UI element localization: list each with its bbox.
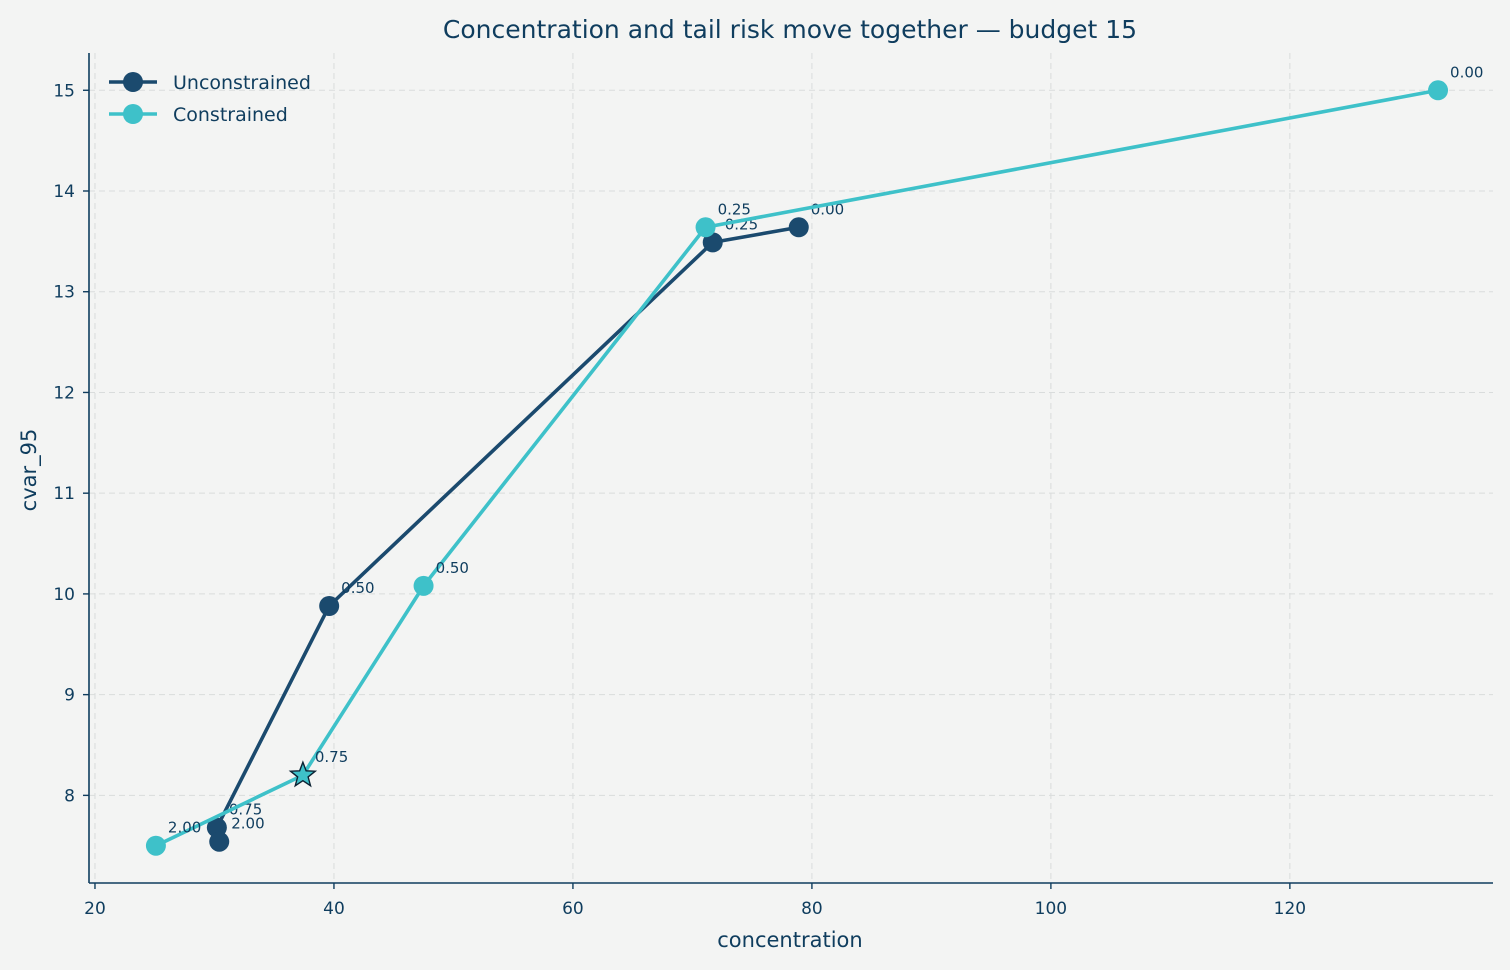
legend-entry-label: Constrained [173, 104, 288, 126]
data-label: 0.50 [341, 579, 374, 597]
x-tick-label: 60 [562, 899, 584, 919]
y-tick-label: 14 [53, 182, 75, 202]
data-label: 2.00 [168, 819, 201, 837]
series-layer: 0.00 0.25 0.50 0.75 2.000.00 0.25 0.50 0.75 2.00 [145, 63, 1483, 856]
x-tick-label: 100 [1035, 899, 1067, 919]
legend-entry-label: Unconstrained [173, 72, 311, 94]
y-tick-label: 10 [53, 585, 75, 605]
grid-layer [89, 53, 1493, 883]
data-point[interactable] [319, 595, 340, 616]
ticks-layer: 20 40 60 80 100 120 8 9 10 11 12 13 14 15 [53, 81, 1306, 919]
y-tick-label: 12 [53, 383, 75, 403]
legend-swatch-marker [123, 104, 143, 124]
data-label: 0.75 [315, 748, 348, 766]
legend-swatch-marker [123, 72, 143, 92]
data-label: 0.50 [436, 559, 469, 577]
x-tick-label: 20 [84, 899, 106, 919]
axes-layer [88, 53, 1493, 884]
y-tick-label: 11 [53, 484, 75, 504]
data-point[interactable] [702, 232, 723, 253]
legend[interactable]: Unconstrained Constrained [109, 72, 311, 126]
x-axis-label: concentration [717, 928, 862, 952]
series-unconstrained: 0.000.250.500.752.00 [206, 200, 844, 852]
series-line-unconstrained [215, 225, 800, 843]
x-tick-label: 120 [1274, 899, 1306, 919]
chart-title: Concentration and tail risk move togethe… [443, 15, 1137, 44]
data-point[interactable] [1428, 80, 1449, 101]
x-tick-label: 40 [323, 899, 345, 919]
x-tick-label: 80 [801, 899, 823, 919]
series-line-constrained [155, 88, 1439, 848]
data-point[interactable] [209, 831, 230, 852]
data-label: 0.00 [1450, 63, 1483, 81]
data-point[interactable] [695, 217, 716, 238]
data-point-star[interactable] [288, 760, 318, 788]
y-tick-label: 13 [53, 283, 75, 303]
data-point[interactable] [788, 217, 809, 238]
series-constrained: 0.00 0.25 0.50 0.75 2.00 [145, 63, 1483, 856]
data-label: 2.00 [231, 815, 264, 833]
y-axis-label: cvar_95 [17, 429, 42, 512]
data-point[interactable] [145, 835, 166, 856]
y-tick-label: 9 [64, 686, 75, 706]
y-tick-label: 15 [53, 81, 75, 101]
y-tick-label: 8 [64, 786, 75, 806]
data-point[interactable] [413, 575, 434, 596]
data-label: 0.25 [718, 200, 751, 218]
